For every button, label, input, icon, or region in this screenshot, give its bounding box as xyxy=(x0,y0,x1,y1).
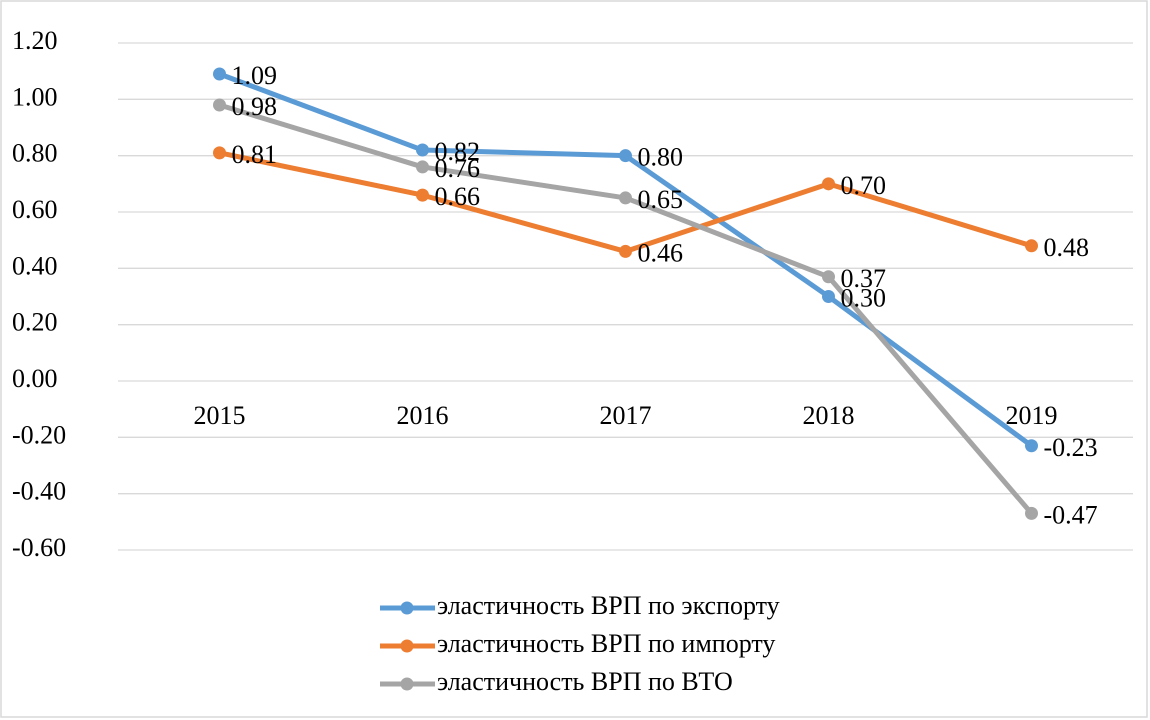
data-point xyxy=(213,67,226,81)
y-tick-label: 0.80 xyxy=(12,139,58,168)
x-tick-label: 2018 xyxy=(803,401,855,430)
data-point xyxy=(416,160,429,174)
legend-label: эластичность ВРП по экспорту xyxy=(437,591,780,620)
data-point xyxy=(1025,439,1038,453)
x-tick-label: 2019 xyxy=(1006,401,1058,430)
data-point xyxy=(213,146,226,160)
data-point xyxy=(213,98,226,112)
data-label: 0.66 xyxy=(435,182,481,211)
data-label: 0.76 xyxy=(435,154,481,183)
legend-marker xyxy=(400,677,414,691)
x-tick-label: 2016 xyxy=(397,401,449,430)
y-tick-label: -0.60 xyxy=(12,533,66,562)
y-tick-label: 0.40 xyxy=(12,251,58,280)
data-label: 0.48 xyxy=(1044,233,1090,262)
y-tick-label: 0.00 xyxy=(12,364,58,393)
y-tick-label: 1.00 xyxy=(12,82,58,111)
y-tick-label: 1.20 xyxy=(12,26,58,55)
legend-marker xyxy=(400,601,414,615)
data-point xyxy=(619,149,632,163)
data-point xyxy=(822,177,835,191)
data-label: 0.65 xyxy=(638,185,684,214)
data-label: -0.23 xyxy=(1044,433,1098,462)
y-tick-label: -0.20 xyxy=(12,420,66,449)
legend-label: эластичность ВРП по импорту xyxy=(437,629,775,658)
data-point xyxy=(619,191,632,205)
data-label: 0.70 xyxy=(841,171,887,200)
legend-marker xyxy=(400,639,414,653)
data-label: 0.46 xyxy=(638,238,684,267)
data-label: 0.82 xyxy=(435,137,481,166)
data-label: 0.81 xyxy=(232,140,278,169)
data-label: -0.47 xyxy=(1044,500,1098,529)
data-label: 0.98 xyxy=(232,92,278,121)
data-point xyxy=(619,244,632,258)
y-tick-label: 0.20 xyxy=(12,308,58,337)
data-point xyxy=(822,270,835,284)
data-point xyxy=(822,290,835,303)
data-point xyxy=(416,143,429,157)
data-point xyxy=(1025,239,1038,253)
x-tick-label: 2017 xyxy=(600,401,652,430)
data-label: 0.30 xyxy=(841,283,887,312)
data-label: 0.80 xyxy=(638,143,684,172)
data-point xyxy=(1025,506,1038,520)
y-tick-label: -0.40 xyxy=(12,477,66,506)
data-label: 1.09 xyxy=(232,61,278,90)
data-point xyxy=(416,188,429,202)
data-label: 0.37 xyxy=(841,264,887,293)
y-tick-label: 0.60 xyxy=(12,195,58,224)
x-tick-label: 2015 xyxy=(194,401,246,430)
legend-label: эластичность ВРП по ВТО xyxy=(437,667,733,696)
